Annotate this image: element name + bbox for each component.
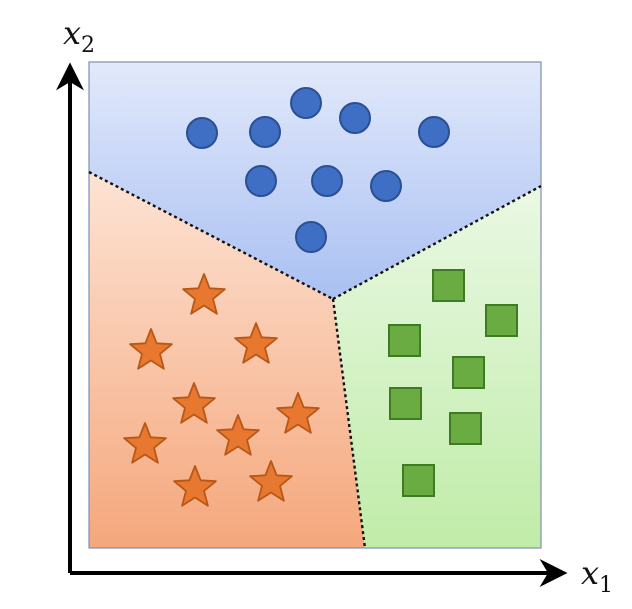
square-point bbox=[388, 324, 421, 357]
star-point bbox=[172, 382, 216, 424]
plot-frame bbox=[88, 61, 542, 549]
circle-class-points bbox=[186, 87, 450, 253]
circle-point bbox=[418, 116, 450, 148]
star-point bbox=[129, 328, 173, 370]
decision-boundaries bbox=[88, 170, 542, 549]
circle-point bbox=[370, 170, 402, 202]
square-class-points bbox=[388, 269, 518, 497]
square-point bbox=[449, 412, 482, 445]
star-point bbox=[249, 460, 293, 502]
star-point bbox=[216, 414, 260, 456]
circle-point bbox=[295, 221, 327, 253]
square-point bbox=[389, 387, 422, 420]
x-axis-label: x1 bbox=[581, 554, 613, 598]
circle-point bbox=[339, 102, 371, 134]
star-class-points bbox=[123, 273, 320, 507]
circle-point bbox=[186, 117, 218, 149]
circle-point bbox=[249, 116, 281, 148]
star-point bbox=[276, 392, 320, 434]
square-point bbox=[452, 356, 485, 389]
star-point bbox=[234, 322, 278, 364]
region-star-class bbox=[89, 172, 365, 548]
circle-point bbox=[311, 165, 343, 197]
square-point bbox=[432, 269, 465, 302]
square-point bbox=[485, 304, 518, 337]
y-axis-label: x2 bbox=[63, 14, 95, 58]
circle-point bbox=[290, 87, 322, 119]
square-point bbox=[402, 464, 435, 497]
star-point bbox=[123, 422, 167, 464]
region-square-class bbox=[333, 186, 541, 548]
star-point bbox=[182, 273, 226, 315]
star-point bbox=[173, 465, 217, 507]
boundary-left bbox=[88, 170, 334, 301]
circle-point bbox=[245, 165, 277, 197]
